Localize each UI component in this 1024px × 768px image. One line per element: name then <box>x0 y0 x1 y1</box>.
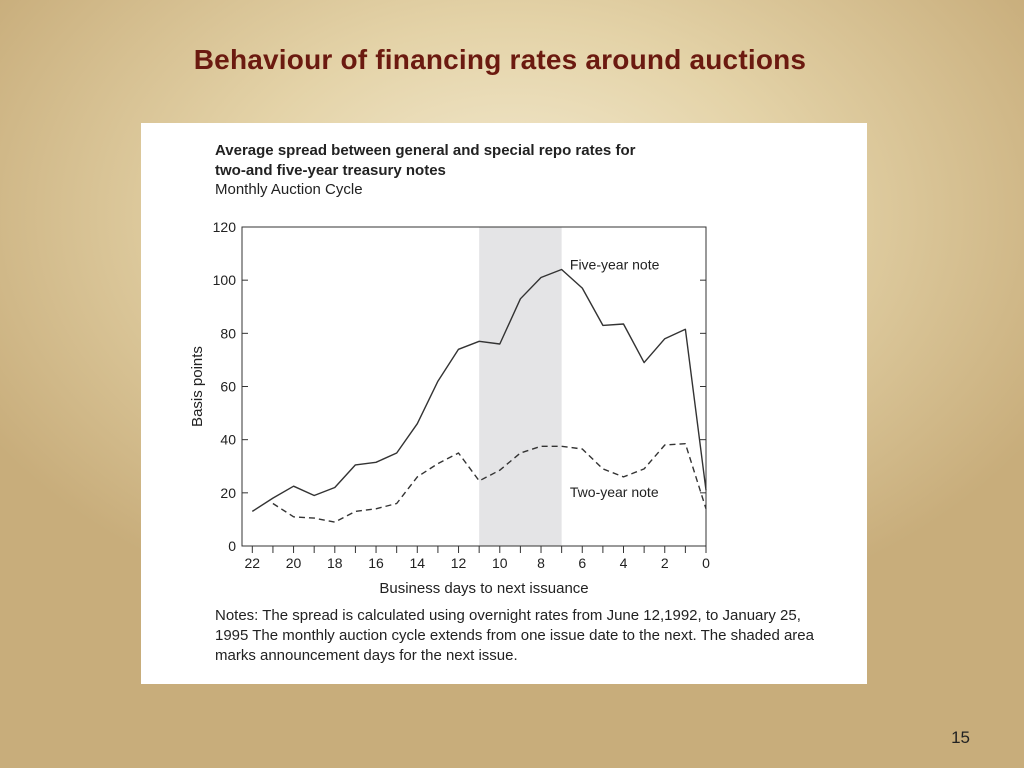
x-tick-label: 4 <box>620 555 628 571</box>
x-tick-label: 20 <box>286 555 302 571</box>
x-tick-label: 6 <box>578 555 586 571</box>
x-tick-label: 18 <box>327 555 343 571</box>
x-tick-label: 16 <box>368 555 384 571</box>
x-tick-label: 0 <box>702 555 710 571</box>
chart-title: Average spread between general and speci… <box>215 142 636 179</box>
chart-subtitle: Monthly Auction Cycle <box>215 181 363 198</box>
y-tick-label: 20 <box>220 485 236 501</box>
y-tick-label: 60 <box>220 379 236 395</box>
x-tick-label: 14 <box>409 555 425 571</box>
x-axis-label: Business days to next issuance <box>379 580 588 597</box>
two-year-note-line <box>272 443 707 523</box>
x-tick-label: 10 <box>492 555 508 571</box>
chart-figure: Average spread between general and speci… <box>141 123 867 684</box>
x-tick-label: 22 <box>245 555 261 571</box>
y-tick-label: 120 <box>213 219 237 235</box>
y-axis-label: Basis points <box>189 346 206 427</box>
y-tick-label: 100 <box>213 272 237 288</box>
x-tick-label: 2 <box>661 555 669 571</box>
slide-number: 15 <box>951 728 970 747</box>
y-tick-label: 40 <box>220 432 236 448</box>
y-tick-label: 0 <box>228 538 236 554</box>
five-year-note-line <box>251 268 707 512</box>
y-tick-label: 80 <box>220 325 236 341</box>
shaded-region <box>479 227 562 546</box>
two-year-note-label: Two-year note <box>570 484 659 500</box>
five-year-note-label: Five-year note <box>570 257 660 273</box>
x-tick-label: 8 <box>537 555 545 571</box>
x-tick-label: 12 <box>451 555 467 571</box>
slide-title: Behaviour of financing rates around auct… <box>193 44 807 75</box>
chart-notes: Notes: The spread is calculated using ov… <box>215 607 814 664</box>
